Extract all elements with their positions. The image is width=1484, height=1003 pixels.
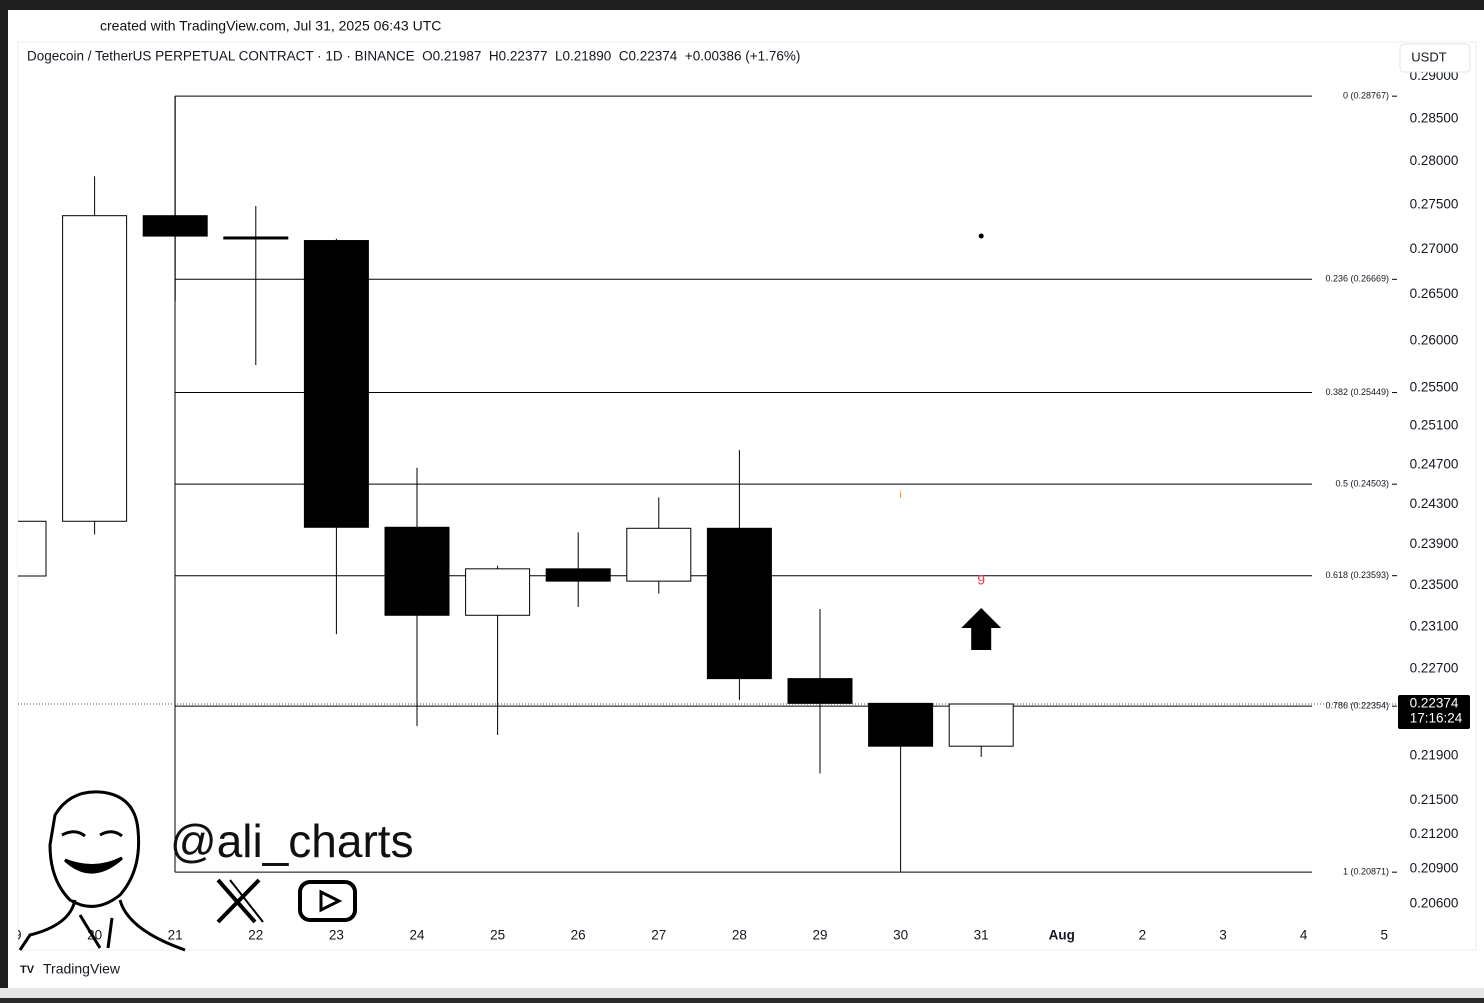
fib-label: 0.786 (0.22354): [1325, 701, 1389, 711]
fib-label: 0.5 (0.24503): [1335, 479, 1389, 489]
fib-label: 0.618 (0.23593): [1325, 570, 1389, 580]
credit: created with TradingView.com, Jul 31, 20…: [100, 18, 441, 34]
x-tick-label: 4: [1300, 928, 1308, 943]
x-tick-label: 22: [248, 928, 263, 943]
annotation: 9: [977, 572, 985, 588]
chart-title: Dogecoin / TetherUS PERPETUAL CONTRACT ·…: [27, 49, 800, 64]
marker-dot: [978, 233, 984, 239]
y-tick-label: 0.25500: [1410, 379, 1459, 394]
x-tick-label: 21: [168, 928, 183, 943]
x-tick-label: 3: [1219, 928, 1227, 943]
candle-body: [18, 520, 47, 577]
x-tick-label: 29: [812, 928, 827, 943]
y-tick-label: 0.22700: [1410, 661, 1459, 676]
candle-body: [62, 215, 128, 522]
x-tick-label: Aug: [1049, 928, 1075, 943]
x-tick-label: 2: [1139, 928, 1147, 943]
candle-body: [787, 678, 853, 704]
fib-label: 0 (0.28767): [1343, 91, 1389, 101]
countdown: 17:16:24: [1410, 711, 1463, 726]
youtube-icon: [298, 880, 357, 922]
x-tick-label: 5: [1380, 928, 1388, 943]
x-tick-label: 25: [490, 928, 505, 943]
x-tick-label: 23: [329, 928, 344, 943]
y-tick-label: 0.24700: [1410, 456, 1459, 471]
y-tick-label: 0.27500: [1410, 197, 1459, 212]
x-tick-label: 24: [409, 928, 425, 943]
x-tick-label: 31: [974, 928, 989, 943]
candle-body: [465, 568, 531, 616]
x-tick-label: 27: [651, 928, 666, 943]
y-tick-label: 0.28000: [1410, 153, 1459, 168]
candle-body: [545, 568, 611, 582]
candle-body: [142, 215, 208, 237]
y-tick-label: 0.24300: [1410, 496, 1459, 511]
chart-pane: [17, 41, 1477, 951]
watermark: @ali_charts: [170, 815, 414, 867]
candle-body: [948, 703, 1014, 747]
fib-label: 0.236 (0.26669): [1325, 274, 1389, 284]
signal-arrow: [961, 608, 1002, 650]
footer-band: [0, 988, 1484, 998]
y-tick-label: 0.21500: [1410, 792, 1459, 807]
y-tick-label: 0.23500: [1410, 577, 1459, 592]
last-price-tag: [1398, 694, 1470, 729]
candle-body: [223, 236, 289, 240]
currency-button[interactable]: [1399, 43, 1471, 73]
y-tick-label: 0.23900: [1410, 536, 1459, 551]
annotation: i: [899, 489, 901, 501]
x-tick-label: 28: [732, 928, 747, 943]
y-tick-label: 0.28500: [1410, 110, 1459, 125]
y-tick-label: 0.21900: [1410, 747, 1459, 762]
y-tick-label: 0.20600: [1410, 895, 1459, 910]
candle-body: [303, 240, 369, 528]
y-tick-label: 0.26500: [1410, 286, 1459, 301]
x-tick-label: 26: [571, 928, 586, 943]
y-tick-label: 0.20900: [1410, 860, 1459, 875]
avatar: [18, 790, 186, 952]
currency-label: USDT: [1411, 49, 1446, 64]
fib-label: 1 (0.20871): [1343, 867, 1389, 877]
plot: 19202122232425262728293031Aug2345i9: [6, 95, 1396, 943]
candle-body: [706, 527, 772, 680]
candle-body: [626, 527, 692, 582]
candle-body: [384, 526, 450, 616]
x-icon: [216, 878, 264, 924]
y-tick-label: 0.26000: [1410, 332, 1459, 347]
x-tick-label: 19: [6, 928, 21, 943]
y-tick-label: 0.23100: [1410, 618, 1459, 633]
last-price-label: 0.22374: [1410, 696, 1459, 711]
y-tick-label: 0.21200: [1410, 826, 1459, 841]
y-tick-label: 0.25100: [1410, 418, 1459, 433]
brand: TradingView: [43, 961, 121, 977]
y-tick-label: 0.27000: [1410, 241, 1459, 256]
brand-logo: TV: [20, 964, 35, 976]
candle-body: [868, 702, 934, 747]
price-axis: 0.290000.285000.280000.275000.270000.265…: [1396, 68, 1458, 910]
x-tick-label: 30: [893, 928, 908, 943]
fib-label: 0.382 (0.25449): [1325, 387, 1389, 397]
